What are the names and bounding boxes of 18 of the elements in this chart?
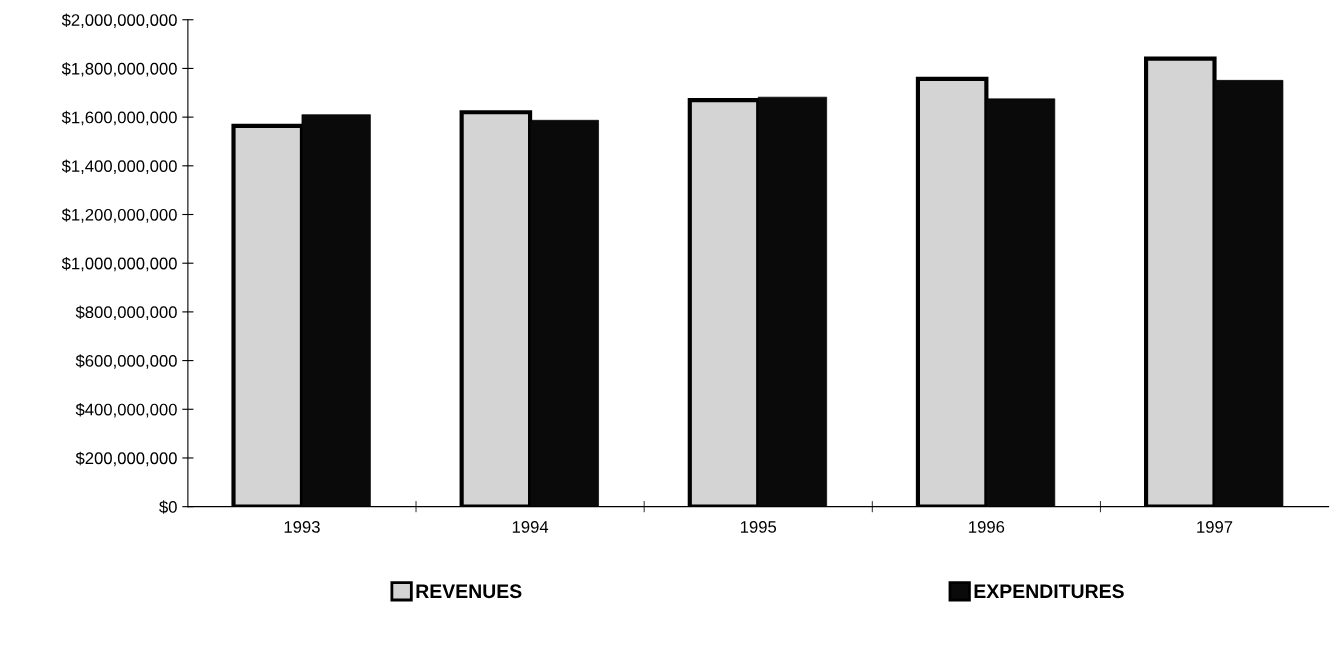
y-tick-label: $400,000,000 [75, 402, 177, 418]
x-tick-label: 1995 [740, 520, 777, 533]
legend-label: EXPENDITURES [974, 584, 1124, 599]
y-tick-label: $1,000,000,000 [61, 256, 177, 272]
y-tick-label: $1,600,000,000 [61, 110, 177, 126]
x-tick-label: 1997 [1197, 520, 1233, 533]
y-tick-label: $1,200,000,000 [61, 208, 177, 223]
y-tick-label: $2,000,000,000 [61, 13, 177, 28]
legend-label: REVENUES [416, 584, 522, 599]
x-tick-label: 1994 [512, 520, 549, 533]
y-tick-label: $0 [159, 500, 177, 514]
y-tick-label: $200,000,000 [75, 451, 177, 467]
y-tick-label: $1,800,000,000 [61, 62, 177, 77]
y-tick-label: $800,000,000 [75, 305, 177, 321]
y-tick-label: $600,000,000 [75, 354, 177, 369]
x-tick-label: 1993 [284, 520, 320, 533]
y-tick-label: $1,400,000,000 [61, 159, 177, 174]
x-tick-label: 1996 [969, 520, 1005, 533]
